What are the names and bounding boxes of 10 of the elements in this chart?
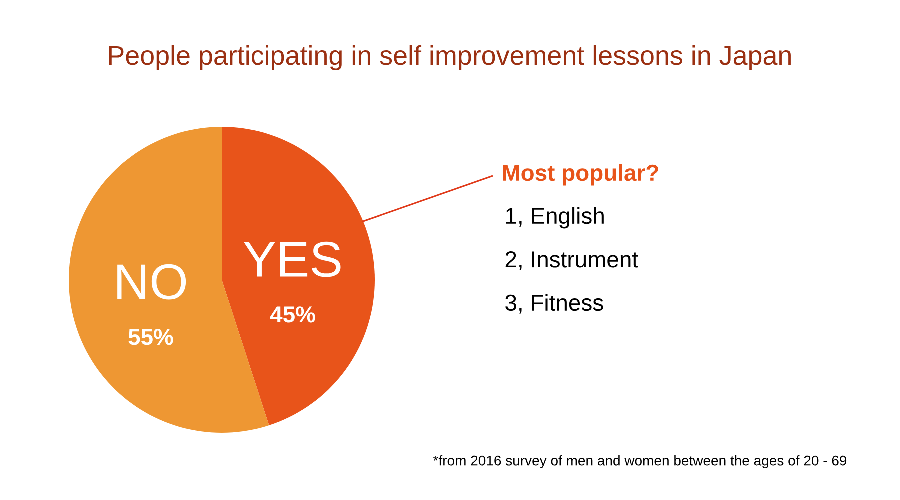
text: People participating in self improvement lessons in Japan xyxy=(109,45,791,71)
data-label: 55% xyxy=(128,329,174,346)
text: *from 2016 survey of men and women between the ages of 20 - 69 xyxy=(434,455,847,469)
slice-label: YES xyxy=(244,242,341,278)
text: 2, Instrument xyxy=(506,252,638,270)
slice-label: NO xyxy=(118,264,186,300)
text: 1, English xyxy=(506,207,604,229)
text: Most popular? xyxy=(503,164,658,186)
data-label: 45% xyxy=(270,306,316,323)
text: 3, Fitness xyxy=(506,294,604,314)
